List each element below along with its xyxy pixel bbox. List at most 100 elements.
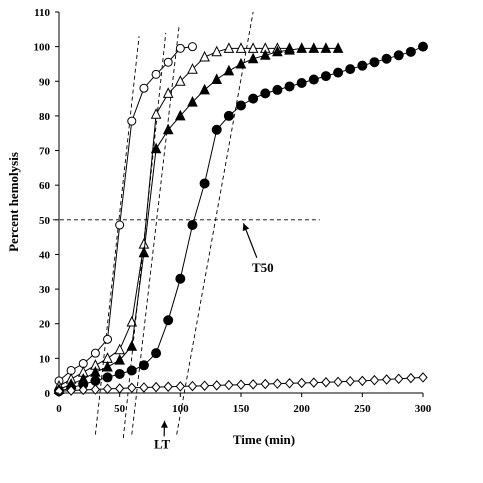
data-point	[369, 374, 380, 386]
tick-layer: 0 50 100 150 200 250 300 0 10 20 30 40 50 60 70 80 90 100…	[34, 7, 432, 415]
data-point	[115, 220, 125, 230]
x-tick-label: 100	[172, 403, 189, 415]
data-point	[309, 377, 319, 388]
x-tick-label: 50	[114, 403, 126, 415]
data-point	[248, 379, 258, 390]
data-point	[187, 220, 198, 231]
data-point	[175, 43, 185, 53]
y-tick-label: 30	[39, 284, 51, 296]
data-point	[405, 46, 416, 57]
data-point	[333, 67, 344, 78]
annotation-layer: T50 LT	[154, 223, 274, 451]
data-point	[126, 315, 138, 327]
data-point	[151, 69, 161, 79]
data-point	[102, 383, 113, 395]
reference-line	[94, 36, 140, 435]
data-point	[199, 178, 210, 189]
data-point	[163, 315, 174, 326]
arrow-head	[242, 223, 250, 232]
data-point	[223, 64, 235, 76]
data-point	[321, 377, 331, 388]
data-point	[381, 374, 392, 385]
y-tick-label: 0	[45, 388, 51, 400]
data-point	[90, 384, 101, 395]
y-tick-label: 60	[39, 180, 51, 192]
annotation-lt: LT	[154, 436, 170, 451]
data-point	[163, 381, 173, 393]
data-point	[308, 42, 320, 53]
data-point	[102, 360, 113, 372]
data-point	[332, 42, 344, 53]
data-point	[187, 95, 198, 107]
data-point	[357, 60, 368, 71]
data-point	[187, 42, 197, 52]
y-tick-label: 50	[39, 215, 51, 227]
data-point	[211, 45, 223, 57]
series-filled-circle	[54, 41, 428, 397]
data-point	[223, 110, 234, 121]
series-open-circle	[54, 42, 197, 386]
data-point	[394, 373, 404, 385]
data-point	[211, 124, 222, 135]
plot-area	[58, 12, 423, 394]
data-point	[139, 382, 149, 393]
data-point	[224, 379, 234, 391]
data-point	[199, 50, 210, 62]
data-point	[235, 57, 247, 69]
data-point	[187, 380, 198, 392]
data-point	[175, 273, 186, 284]
data-point	[248, 93, 259, 104]
data-point	[90, 375, 101, 386]
y-tick-label: 20	[39, 319, 51, 331]
data-point	[284, 81, 295, 92]
y-tick-label: 110	[34, 7, 50, 19]
y-tick-label: 40	[39, 249, 51, 261]
data-point	[126, 365, 137, 376]
x-tick-label: 0	[56, 403, 62, 415]
data-point	[320, 71, 331, 82]
data-point	[296, 377, 307, 389]
y-tick-label: 100	[34, 42, 51, 54]
data-point	[260, 378, 270, 390]
reference-line	[176, 11, 254, 435]
data-point	[320, 42, 332, 53]
series-open-diamond	[54, 372, 428, 397]
data-point	[162, 87, 174, 98]
data-point	[78, 384, 88, 396]
data-point	[223, 42, 235, 53]
series-filled-triangle	[53, 42, 344, 394]
data-point	[138, 360, 149, 371]
data-point	[150, 108, 162, 119]
data-point	[406, 372, 416, 384]
data-point	[357, 375, 368, 387]
y-tick-label: 80	[39, 111, 51, 123]
data-point	[260, 88, 271, 99]
arrow-head	[160, 420, 168, 428]
data-point	[418, 372, 428, 383]
data-point	[139, 83, 149, 93]
data-point	[126, 340, 138, 351]
data-point	[259, 49, 271, 60]
data-point	[369, 57, 380, 68]
series-line	[58, 46, 424, 392]
x-tick-label: 200	[293, 403, 310, 415]
data-point	[296, 78, 307, 89]
data-point	[272, 378, 283, 389]
data-point	[66, 385, 76, 396]
y-tick-label: 10	[39, 353, 51, 365]
y-tick-label: 70	[39, 146, 51, 158]
x-axis-title: Time (min)	[233, 432, 295, 447]
data-point	[308, 74, 319, 85]
x-tick-label: 150	[233, 403, 250, 415]
data-point	[272, 45, 283, 57]
data-point	[114, 353, 126, 365]
data-point	[345, 64, 356, 75]
data-point	[211, 73, 223, 84]
data-point	[345, 375, 355, 387]
data-point	[381, 53, 392, 64]
data-point	[174, 75, 186, 86]
data-point	[90, 348, 100, 358]
data-point	[174, 109, 186, 121]
data-point	[333, 376, 343, 388]
